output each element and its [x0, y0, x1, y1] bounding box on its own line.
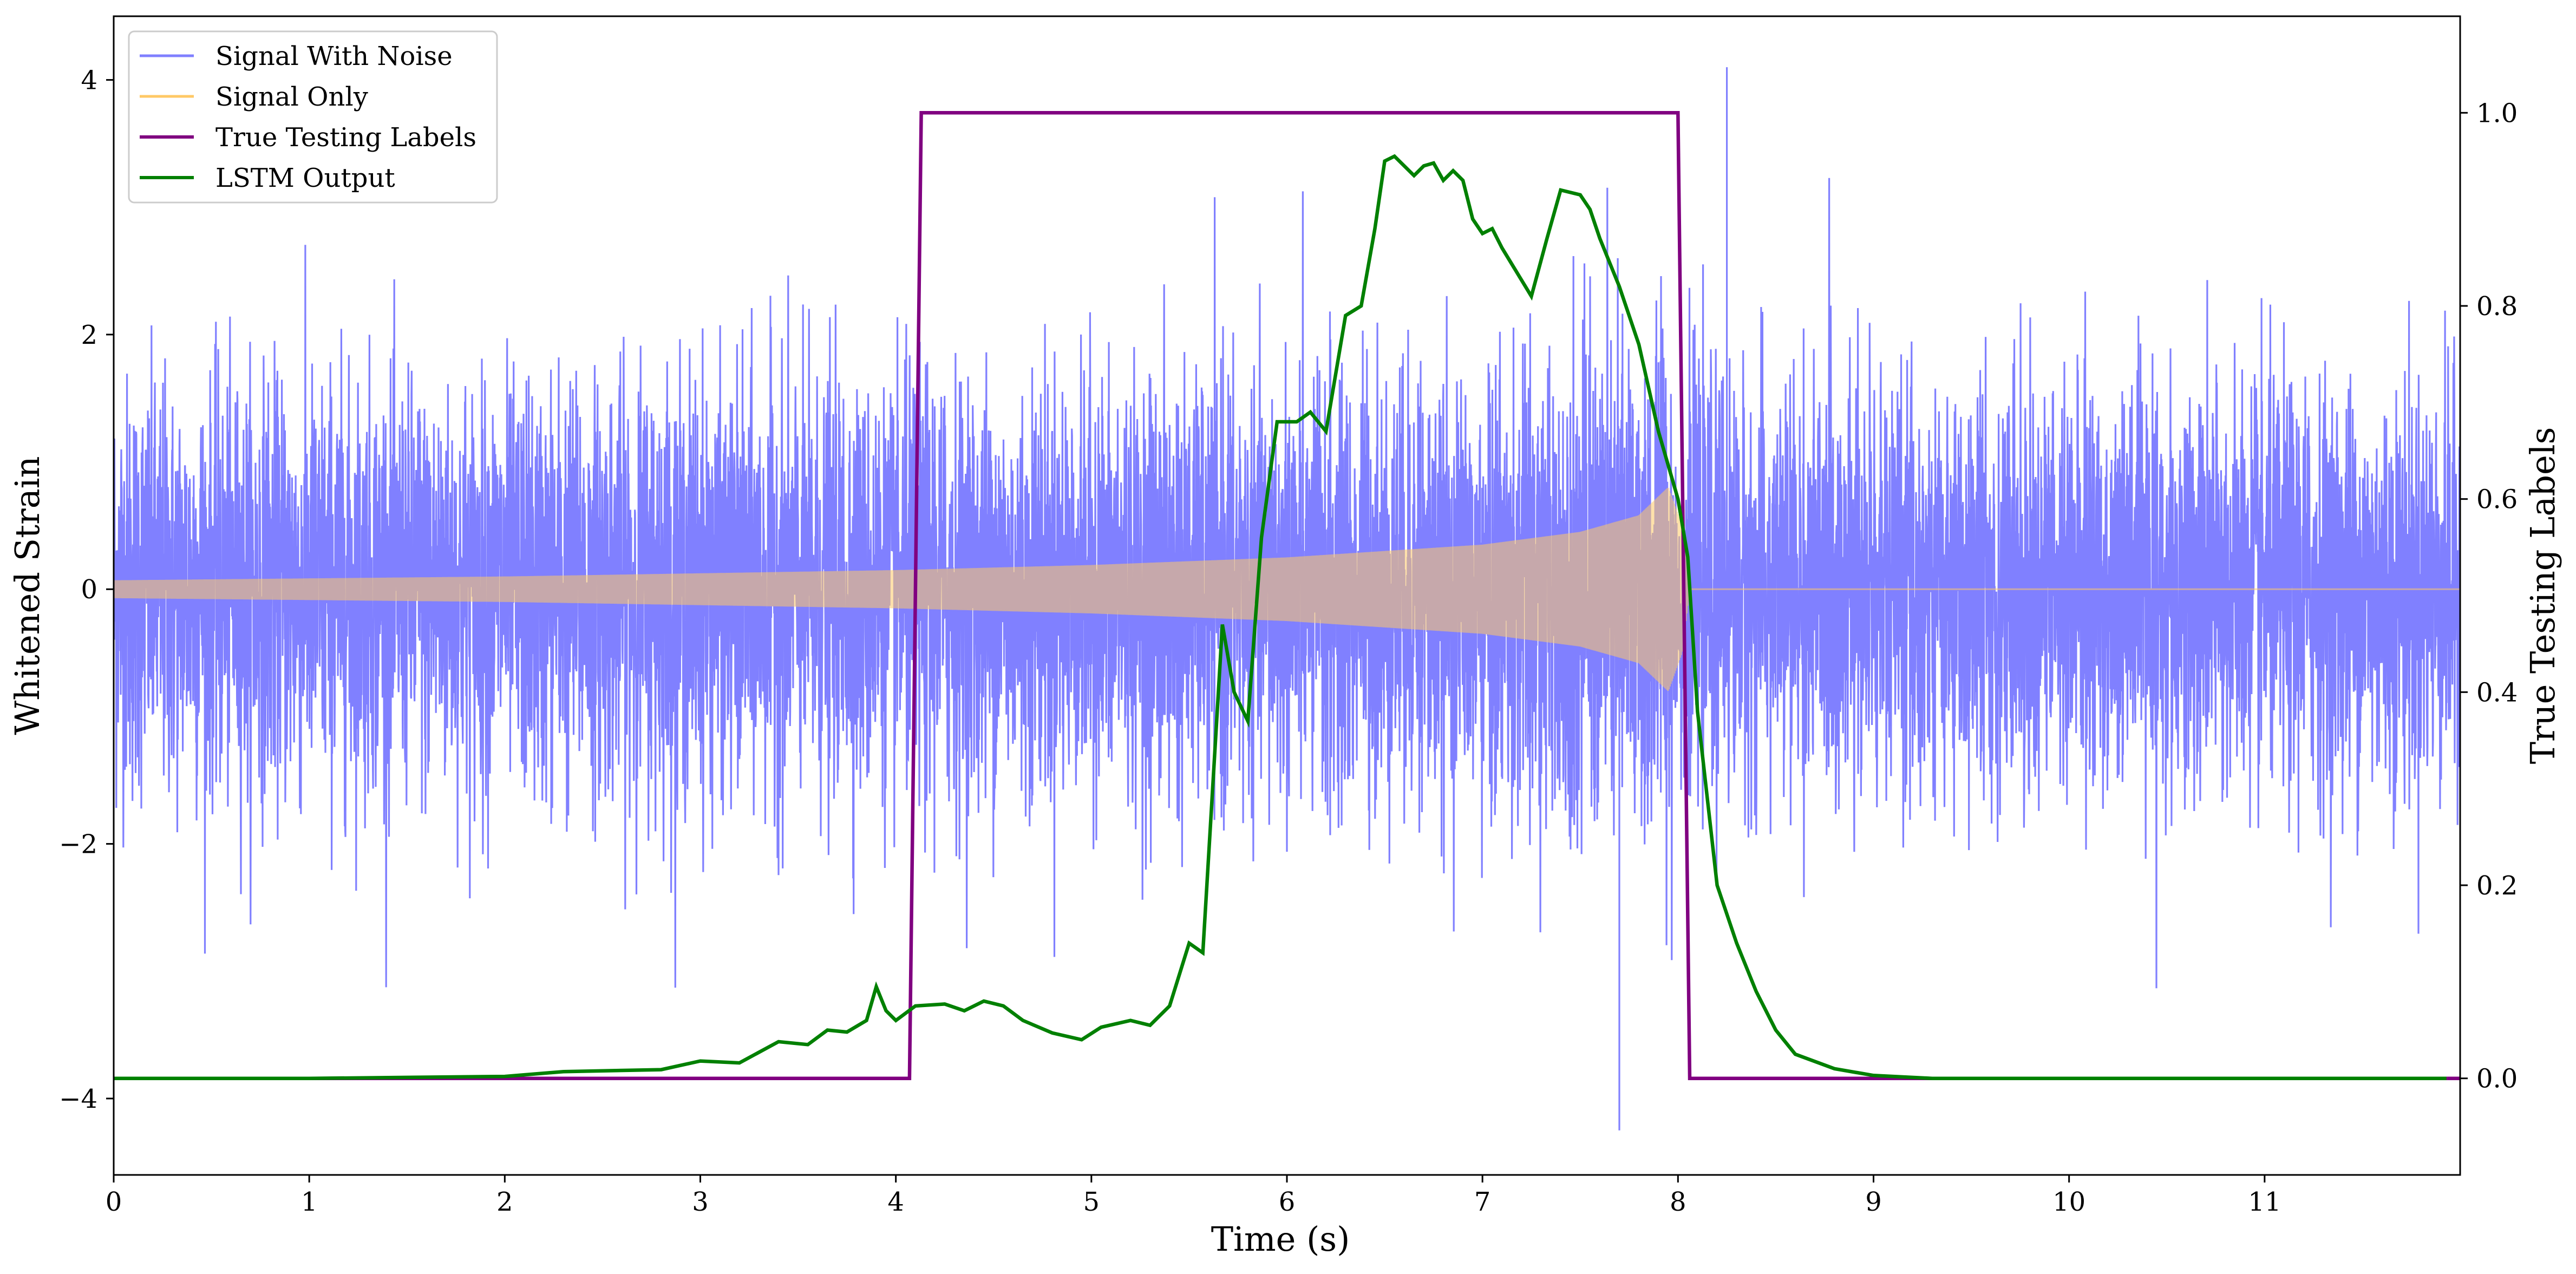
x-tick-label: 7 [1474, 1187, 1491, 1217]
x-tick-label: 10 [2052, 1187, 2085, 1217]
y-tick-right-label: 0.4 [2476, 677, 2518, 708]
legend-entry: Signal Only [140, 82, 368, 112]
legend: Signal With Noise Signal Only True Testi… [128, 30, 498, 204]
y-axis-right: 0.0 0.2 0.4 0.6 0.8 1.0 [2460, 98, 2518, 1094]
y-tick-left-label: 4 [81, 66, 97, 96]
x-tick-label: 8 [1670, 1187, 1686, 1217]
y-tick-left-label: −2 [59, 829, 97, 860]
y-tick-left-label: −4 [59, 1084, 97, 1114]
y-tick-right-label: 0.0 [2476, 1064, 2518, 1094]
y-tick-right-label: 0.6 [2476, 485, 2518, 515]
y-axis-left-title: Whitened Strain [8, 456, 47, 735]
x-tick-label: 3 [692, 1187, 709, 1217]
x-tick-label: 0 [106, 1187, 122, 1217]
y-tick-left-label: 0 [81, 574, 97, 605]
y-tick-right-label: 0.8 [2476, 291, 2518, 322]
y-axis-left: −4 −2 0 2 4 [59, 66, 114, 1114]
legend-label: Signal Only [215, 82, 368, 112]
legend-entry: True Testing Labels [140, 122, 476, 153]
x-tick-label: 4 [887, 1187, 904, 1217]
x-tick-label: 11 [2248, 1187, 2281, 1217]
legend-box [128, 30, 498, 204]
y-tick-left-label: 2 [81, 320, 97, 350]
legend-label: Signal With Noise [215, 41, 453, 71]
x-tick-label: 5 [1083, 1187, 1100, 1217]
x-tick-label: 6 [1279, 1187, 1296, 1217]
series-signal-only [114, 488, 2460, 691]
x-axis-title: Time (s) [1211, 1219, 1350, 1259]
legend-entry: Signal With Noise [140, 41, 453, 71]
x-tick-label: 1 [301, 1187, 318, 1217]
y-tick-right-label: 0.2 [2476, 871, 2518, 901]
y-axis-right-title: True Testing Labels [2523, 427, 2562, 765]
x-axis: 0 1 2 3 4 5 6 7 8 9 10 11 [106, 1175, 2281, 1217]
legend-entry: LSTM Output [140, 163, 395, 193]
series-signal-with-noise [114, 67, 2460, 1131]
y-tick-right-label: 1.0 [2476, 98, 2518, 128]
legend-label: LSTM Output [215, 163, 395, 193]
legend-label: True Testing Labels [215, 122, 476, 153]
x-tick-label: 2 [496, 1187, 513, 1217]
x-tick-label: 9 [1865, 1187, 1882, 1217]
series-lstm-output [114, 154, 2447, 1080]
series-true-testing-labels [114, 111, 2460, 1080]
